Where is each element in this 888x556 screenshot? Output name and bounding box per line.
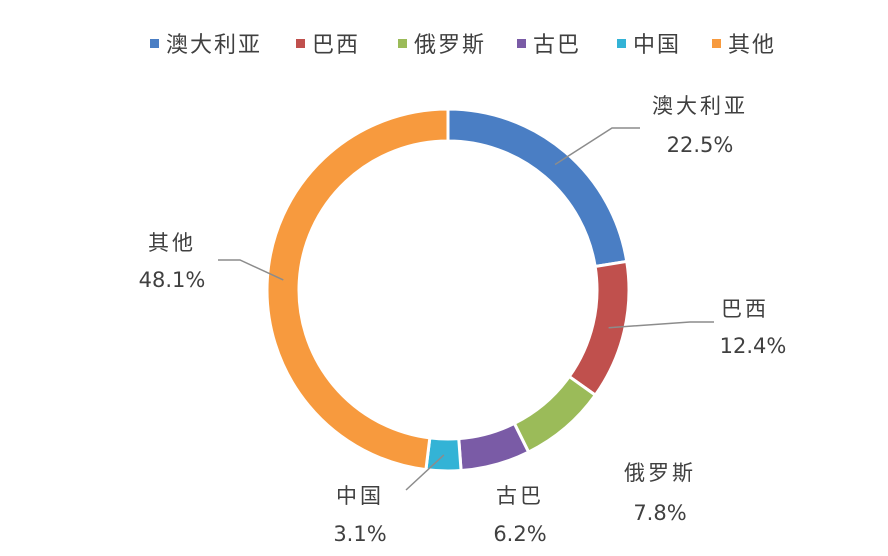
data-labels: 澳大利亚 22.5% 巴西 12.4% 俄罗斯 7.8% 古巴 6.2% 中国 3.1% 其他 48.… [139,94,787,546]
data-label-name: 澳大利亚 [652,94,748,118]
legend-item: 俄罗斯 [398,33,486,58]
slice-0 [446,107,629,269]
legend-label: 古巴 [533,33,581,58]
legend-item: 古巴 [517,33,581,58]
leader-line [405,454,445,491]
legend-label: 澳大利亚 [166,33,262,58]
legend-swatch [296,39,305,48]
data-label-value: 22.5% [667,133,734,157]
legend-swatch [712,39,721,48]
legend-item: 其他 [712,33,776,58]
data-label-value: 6.2% [493,522,546,546]
data-label-value: 12.4% [720,334,787,358]
legend-item: 澳大利亚 [150,33,262,58]
data-label-value: 3.1% [333,522,386,546]
leader-line [218,259,284,281]
legend-item: 中国 [617,33,681,58]
legend-swatch [150,39,159,48]
data-label-name: 其他 [148,231,196,255]
data-label-name: 巴西 [721,297,769,321]
slice-5 [265,107,450,472]
legend-swatch [517,39,526,48]
slice-3 [457,421,531,473]
leader-line [554,127,640,166]
legend-swatch [617,39,626,48]
legend-swatch [398,39,407,48]
data-label-name: 古巴 [496,484,544,508]
data-label-name: 俄罗斯 [624,461,696,485]
slice-1 [567,259,631,398]
legend: 澳大利亚 巴西 俄罗斯 古巴 中国 其他 [150,33,776,58]
slice-2 [512,374,598,455]
legend-label: 巴西 [312,33,360,58]
legend-label: 其他 [728,33,776,58]
leader-line [608,321,714,329]
data-label-name: 中国 [336,484,384,508]
legend-label: 俄罗斯 [414,33,486,58]
legend-item: 巴西 [296,33,360,58]
legend-label: 中国 [633,33,681,58]
data-label-value: 48.1% [139,268,206,292]
donut-slices [265,107,631,473]
data-label-value: 7.8% [633,501,686,525]
